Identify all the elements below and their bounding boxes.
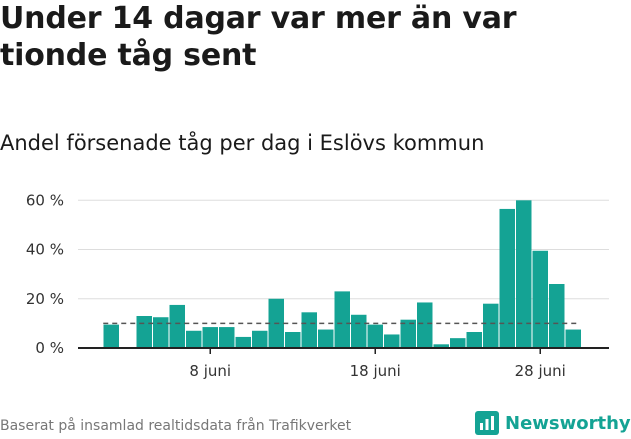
bar — [252, 330, 268, 348]
bar — [433, 344, 449, 348]
bar — [153, 317, 169, 348]
bar — [351, 314, 367, 348]
bar — [301, 312, 317, 348]
bar — [400, 319, 416, 348]
bar — [417, 302, 433, 348]
axes: 0 % 20 % 40 % 60 % 8 juni 18 juni 28 juni — [26, 191, 609, 380]
bar — [516, 200, 532, 348]
bar — [450, 338, 466, 348]
y-tick-label: 60 % — [26, 191, 64, 209]
bar — [532, 250, 548, 348]
y-tick-label: 20 % — [26, 290, 64, 308]
source-note: Baserat på insamlad realtidsdata från Tr… — [0, 418, 352, 434]
bar — [483, 303, 499, 348]
bar-chart: 0 % 20 % 40 % 60 % 8 juni 18 juni 28 juni — [26, 191, 609, 380]
bar — [186, 330, 202, 348]
bar — [235, 336, 251, 348]
bar — [219, 327, 235, 348]
x-tick-label: 8 juni — [189, 362, 231, 380]
bar — [103, 324, 119, 348]
x-tick-label: 18 juni — [350, 362, 401, 380]
bar — [202, 327, 218, 348]
bars — [103, 200, 581, 348]
y-tick-label: 0 % — [35, 339, 64, 357]
bar — [549, 284, 565, 348]
brand-logo[interactable]: Newsworthy — [475, 408, 631, 438]
bar — [318, 329, 334, 348]
bar — [384, 334, 400, 348]
brand-name: Newsworthy — [505, 412, 631, 434]
bar — [499, 208, 515, 348]
bar — [169, 304, 185, 348]
bar — [334, 291, 350, 348]
bar — [285, 332, 301, 348]
bar — [367, 324, 383, 348]
y-tick-label: 40 % — [26, 241, 64, 259]
bar — [466, 332, 482, 348]
chart-title: Under 14 dagar var mer än var tionde tåg… — [0, 1, 517, 73]
x-tick-label: 28 juni — [515, 362, 566, 380]
newsworthy-logo-icon — [475, 411, 499, 435]
bar — [565, 329, 581, 348]
bar — [136, 316, 152, 348]
chart-subtitle: Andel försenade tåg per dag i Eslövs kom… — [0, 131, 485, 155]
